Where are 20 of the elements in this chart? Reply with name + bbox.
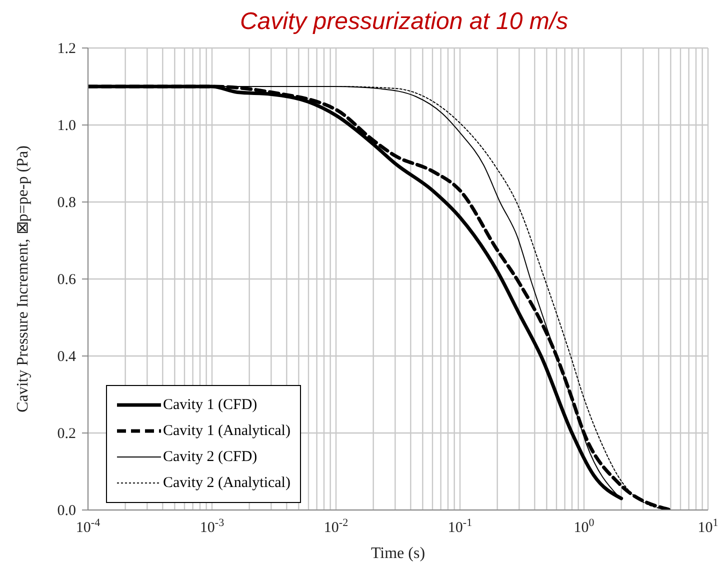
x-tick-label: 10$^{-3}$ [200,517,225,536]
y-tick-label: 0.6 [57,272,76,288]
legend-label: Cavity 1 (Analytical) [163,422,290,440]
legend-label: Cavity 1 (CFD) [163,396,258,414]
x-tick-label: 10$^{1}$ [698,517,718,536]
x-tick-label: 10$^{-4}$ [76,517,101,536]
y-tick-label: 0.0 [57,503,76,519]
y-tick-label: 1.0 [57,118,76,134]
y-tick-label: 0.8 [57,195,76,211]
y-axis-title: Cavity Pressure Increment, ⊠p=pe-p (Pa) [14,146,32,412]
x-tick-label: 10$^{-1}$ [448,517,472,536]
chart-title: Cavity pressurization at 10 m/s [238,8,570,36]
legend-label: Cavity 2 (CFD) [163,448,258,466]
x-tick-label: 10$^{-2}$ [324,517,348,536]
x-tick-label: 10$^{0}$ [574,517,595,536]
legend-label: Cavity 2 (Analytical) [163,474,290,492]
y-tick-label: 1.2 [57,41,76,57]
y-tick-label: 0.2 [57,426,76,442]
y-tick-label: 0.4 [57,349,76,365]
x-axis-title: Time (s) [370,545,426,562]
